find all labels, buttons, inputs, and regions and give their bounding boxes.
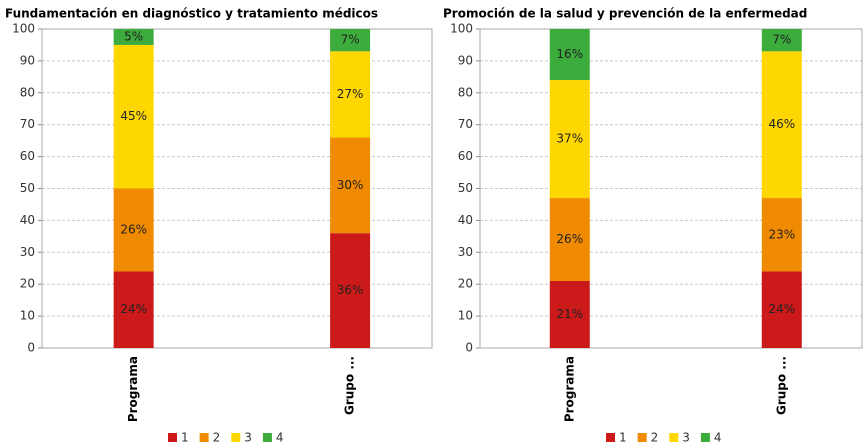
legend-swatch [669,433,679,442]
y-tick-label: 70 [458,117,473,131]
value-label: 26% [120,222,147,236]
y-tick-label: 30 [458,245,473,259]
y-tick-label: 60 [20,149,35,163]
chart-title: Fundamentación en diagnóstico y tratamie… [5,7,378,21]
value-label: 7% [772,33,791,47]
y-tick-label: 100 [450,22,473,36]
legend-label: 2 [651,431,659,445]
y-tick-label: 40 [458,213,473,227]
bar-segment [330,29,371,52]
legend-swatch [637,433,647,442]
value-label: 46% [768,117,795,131]
x-tick-label: Grupo ... [343,356,357,415]
value-label: 26% [556,232,583,246]
bar-segment [549,80,590,199]
value-label: 5% [124,29,143,43]
bar-segment [549,29,590,81]
legend-swatch [606,433,615,442]
y-tick-label: 70 [20,117,35,131]
value-label: 16% [556,47,583,61]
legend-swatch [199,433,209,442]
x-tick-label: Programa [562,356,576,422]
legend-swatch [231,433,241,442]
value-label: 45% [120,109,147,123]
chart-title: Promoción de la salud y prevención de la… [443,7,807,21]
value-label: 37% [556,132,583,146]
y-tick-label: 10 [20,309,35,323]
y-tick-label: 100 [12,22,35,36]
value-label: 30% [337,178,364,192]
legend-label: 1 [619,431,627,445]
y-tick-label: 20 [20,277,35,291]
y-tick-label: 80 [20,85,35,99]
bar-segment [330,137,371,234]
bar-segment [113,44,154,189]
value-label: 24% [768,302,795,316]
bar-segment [761,271,802,348]
x-tick-label: Programa [126,356,140,422]
legend-label: 4 [714,431,722,445]
x-tick-label: Grupo ... [774,356,788,415]
bar-segment [761,51,802,199]
bar-segment [113,188,154,272]
bar-segment [330,51,371,138]
y-tick-label: 20 [458,277,473,291]
legend-label: 4 [276,431,284,445]
value-label: 24% [120,302,147,316]
legend-swatch [700,433,710,442]
y-tick-label: 90 [458,53,473,67]
legend-label: 3 [244,431,252,445]
legend-label: 3 [682,431,690,445]
bar-segment [113,29,154,45]
plot-frame [41,28,433,349]
y-tick-label: 40 [20,213,35,227]
legend-swatch [262,433,272,442]
y-tick-label: 30 [20,245,35,259]
bar-segment [549,281,590,348]
y-tick-label: 0 [465,341,473,355]
bar-segment [761,29,802,52]
legend-swatch [168,433,177,442]
bar-segment [113,271,154,348]
y-tick-label: 50 [20,181,35,195]
bar-segment [549,198,590,282]
value-label: 23% [768,227,795,241]
bar-segment [330,233,371,348]
y-tick-label: 50 [458,181,473,195]
bar-segment [761,198,802,272]
value-label: 7% [341,33,360,47]
plot-frame [479,28,863,349]
legend-label: 1 [181,431,189,445]
legend-label: 2 [213,431,221,445]
value-label: 27% [337,87,364,101]
value-label: 36% [337,283,364,297]
y-tick-label: 80 [458,85,473,99]
y-tick-label: 60 [458,149,473,163]
y-tick-label: 0 [27,341,35,355]
y-tick-label: 10 [458,309,473,323]
value-label: 21% [556,307,583,321]
y-tick-label: 90 [20,53,35,67]
